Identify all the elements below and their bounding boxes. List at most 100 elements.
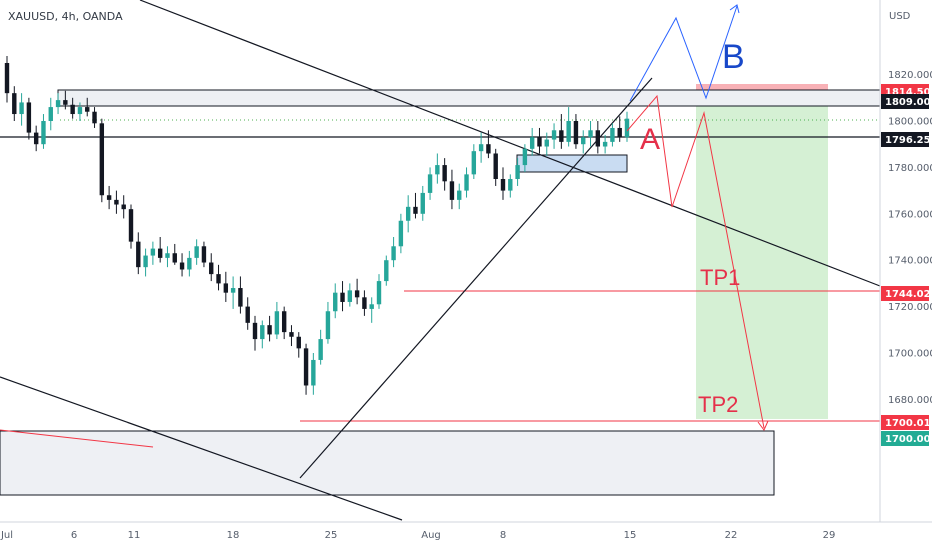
candle-body[interactable] bbox=[19, 102, 24, 115]
candle[interactable] bbox=[48, 97, 53, 131]
candle-body[interactable] bbox=[369, 304, 374, 309]
candle-body[interactable] bbox=[92, 111, 97, 124]
candle[interactable] bbox=[150, 241, 156, 265]
candle[interactable] bbox=[216, 264, 221, 291]
candle-body[interactable] bbox=[333, 292, 338, 312]
candle[interactable] bbox=[340, 281, 345, 312]
candle[interactable] bbox=[260, 320, 265, 349]
candle[interactable] bbox=[602, 134, 608, 154]
candle-body[interactable] bbox=[340, 292, 345, 302]
candle-body[interactable] bbox=[245, 306, 250, 323]
candle-body[interactable] bbox=[281, 311, 287, 333]
candle[interactable] bbox=[624, 111, 630, 142]
candle-body[interactable] bbox=[157, 248, 163, 258]
candle[interactable] bbox=[493, 148, 498, 186]
candle-body[interactable] bbox=[4, 63, 10, 94]
candle[interactable] bbox=[267, 315, 272, 342]
candle[interactable] bbox=[559, 114, 564, 149]
candle-body[interactable] bbox=[457, 190, 462, 200]
candle[interactable] bbox=[537, 127, 542, 154]
candle[interactable] bbox=[500, 167, 506, 200]
candle-body[interactable] bbox=[99, 123, 105, 196]
candle-body[interactable] bbox=[588, 130, 593, 138]
candle-body[interactable] bbox=[128, 209, 134, 242]
candle[interactable] bbox=[55, 93, 61, 115]
candle-body[interactable] bbox=[252, 322, 258, 340]
candle[interactable] bbox=[289, 325, 294, 347]
candle-body[interactable] bbox=[143, 255, 148, 268]
candle-body[interactable] bbox=[347, 290, 353, 302]
candle[interactable] bbox=[63, 90, 68, 110]
candle-body[interactable] bbox=[595, 130, 601, 147]
candle[interactable] bbox=[405, 195, 411, 233]
candle[interactable] bbox=[333, 283, 338, 319]
candle[interactable] bbox=[274, 301, 280, 340]
candle[interactable] bbox=[325, 301, 331, 344]
candle[interactable] bbox=[245, 297, 250, 330]
candle-body[interactable] bbox=[106, 195, 112, 200]
candle-body[interactable] bbox=[413, 206, 418, 214]
candle-body[interactable] bbox=[573, 121, 579, 145]
candle[interactable] bbox=[70, 97, 75, 119]
candle[interactable] bbox=[201, 241, 207, 268]
candle-body[interactable] bbox=[311, 359, 316, 386]
candle[interactable] bbox=[296, 332, 301, 358]
candle-body[interactable] bbox=[384, 260, 389, 282]
candle[interactable] bbox=[588, 121, 593, 147]
candle[interactable] bbox=[238, 276, 243, 314]
candle[interactable] bbox=[427, 167, 433, 200]
candle[interactable] bbox=[398, 213, 404, 254]
candle-body[interactable] bbox=[515, 165, 520, 179]
candle-body[interactable] bbox=[12, 93, 17, 115]
candle-body[interactable] bbox=[267, 325, 272, 335]
candle[interactable] bbox=[77, 102, 83, 121]
candle-body[interactable] bbox=[354, 290, 360, 298]
candle[interactable] bbox=[85, 97, 90, 117]
candle-body[interactable] bbox=[500, 179, 506, 191]
candle-body[interactable] bbox=[602, 141, 608, 147]
candle[interactable] bbox=[187, 250, 192, 277]
candle[interactable] bbox=[573, 114, 579, 149]
candle[interactable] bbox=[157, 237, 163, 263]
candle[interactable] bbox=[457, 183, 462, 210]
candle-body[interactable] bbox=[26, 102, 32, 133]
candle-body[interactable] bbox=[63, 100, 68, 105]
candle-body[interactable] bbox=[289, 332, 294, 337]
candle-body[interactable] bbox=[427, 174, 433, 193]
candle-body[interactable] bbox=[486, 144, 491, 154]
candle-body[interactable] bbox=[48, 107, 53, 121]
candle[interactable] bbox=[610, 123, 615, 147]
time-axis[interactable]: Jul 6 11 18 25 Aug 8 15 22 29 bbox=[0, 521, 932, 541]
candle-body[interactable] bbox=[624, 118, 630, 138]
candle-body[interactable] bbox=[435, 165, 440, 175]
candle[interactable] bbox=[522, 144, 528, 173]
candle[interactable] bbox=[172, 243, 177, 265]
candle-body[interactable] bbox=[209, 262, 214, 275]
candle-body[interactable] bbox=[464, 174, 469, 191]
candle-body[interactable] bbox=[581, 137, 586, 145]
candle-body[interactable] bbox=[194, 246, 199, 258]
candle[interactable] bbox=[223, 271, 229, 302]
candle-body[interactable] bbox=[493, 153, 498, 179]
candle-body[interactable] bbox=[187, 257, 192, 270]
candle-body[interactable] bbox=[391, 246, 396, 261]
candle[interactable] bbox=[128, 204, 134, 249]
candle[interactable] bbox=[595, 121, 601, 154]
candle-body[interactable] bbox=[617, 127, 622, 138]
candle[interactable] bbox=[121, 195, 126, 219]
candle[interactable] bbox=[114, 190, 119, 214]
candle-body[interactable] bbox=[325, 311, 331, 340]
candle[interactable] bbox=[106, 185, 112, 210]
candle-body[interactable] bbox=[41, 121, 46, 145]
candle-body[interactable] bbox=[33, 132, 39, 145]
candle[interactable] bbox=[471, 144, 477, 179]
candle[interactable] bbox=[194, 239, 199, 265]
candle-body[interactable] bbox=[77, 107, 83, 115]
candle[interactable] bbox=[354, 278, 360, 305]
candle[interactable] bbox=[33, 125, 39, 152]
candle[interactable] bbox=[508, 174, 513, 198]
candle[interactable] bbox=[99, 118, 105, 203]
candle-body[interactable] bbox=[529, 137, 535, 149]
candle[interactable] bbox=[26, 97, 32, 140]
candle[interactable] bbox=[179, 253, 185, 277]
